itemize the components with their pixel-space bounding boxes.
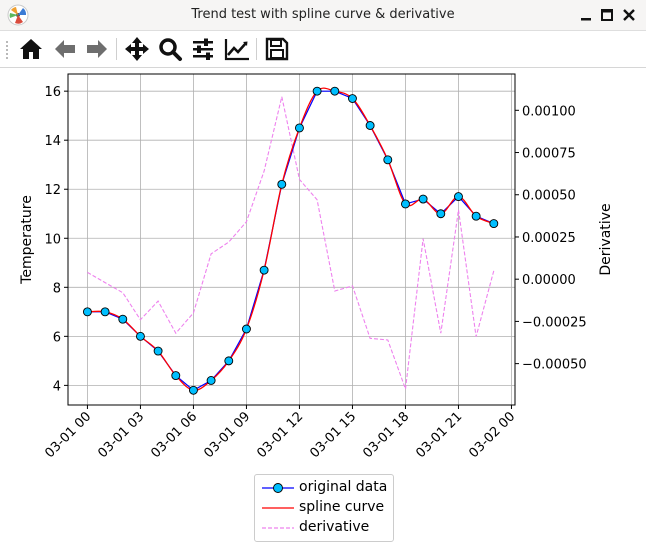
x-tick-label: 03-01 03 [95,409,147,461]
close-icon [623,9,635,21]
data-point [259,265,269,275]
data-point [348,94,357,103]
y-tick-label: 14 [44,134,61,149]
data-point [312,86,322,96]
data-point [436,209,446,219]
data-point [82,307,92,317]
forward-arrow-icon[interactable] [84,36,110,62]
app-icon [7,4,29,26]
axes-frame [67,73,516,406]
y-tick-label: 10 [44,232,61,247]
close-button[interactable] [619,4,639,26]
data-point [277,179,287,189]
home-icon[interactable] [18,36,44,62]
minimize-button[interactable] [576,4,596,26]
data-point [418,194,428,204]
zoom-icon[interactable] [157,36,183,62]
plot-background [68,74,515,405]
edit-axis-icon[interactable] [224,36,250,62]
legend-label: original data [299,479,388,495]
x-tick-label: 03-02 00 [466,409,518,461]
toolbar [0,31,646,68]
y-tick-label: 4 [53,379,61,394]
title-bar: Trend test with spline curve & derivativ… [0,0,646,31]
legend-item-derivative: derivative [255,518,393,538]
minimize-icon [581,18,591,21]
x-tick-label: 03-01 18 [360,409,412,461]
x-tick-label: 03-01 21 [413,409,465,461]
configure-subplots-icon[interactable] [190,36,216,62]
data-point [471,211,481,221]
data-point [100,307,110,317]
legend-label: derivative [299,519,370,535]
data-point [241,324,251,334]
pan-icon[interactable] [124,36,150,62]
data-point [401,199,410,209]
data-point [295,123,304,133]
spline-curve-swatch [262,507,294,509]
x-tick-label: 03-01 06 [148,409,200,461]
save-icon[interactable] [264,36,290,62]
y-tick-label: 12 [44,183,61,198]
legend-item-original-data: original data [255,478,393,498]
y2-tick-label: −0.00025 [522,315,587,330]
y2-tick-label: 0.00025 [522,231,576,246]
derivative-line [87,96,495,390]
y2-tick-label: 0.00050 [522,189,576,204]
data-point [118,314,128,324]
data-point [224,356,234,366]
toolbar-separator [116,38,117,60]
toolbar-separator [256,38,257,60]
y-tick-label: 6 [53,330,61,345]
data-point [383,155,393,165]
maximize-icon [601,9,613,21]
y2-tick-label: 0.00100 [522,104,576,119]
x-tick-label: 03-01 09 [201,409,253,461]
back-arrow-icon[interactable] [52,36,78,62]
y2-tick-label: −0.00050 [522,358,587,373]
data-point [135,331,145,341]
legend: original data spline curve derivative [254,474,394,542]
toolbar-grip[interactable] [6,41,12,59]
data-point [171,371,181,381]
data-point [206,376,216,385]
data-point [330,86,340,96]
original-data-swatch [262,483,294,493]
x-tick-label: 03-01 12 [254,409,306,461]
window-title: Trend test with spline curve & derivativ… [191,7,455,22]
x-tick-label: 03-01 00 [42,409,94,461]
data-point [153,346,163,356]
data-point [489,219,499,229]
y2-axis-label: Derivative [598,203,614,275]
derivative-swatch [262,527,294,529]
maximize-button[interactable] [597,4,617,26]
legend-label: spline curve [299,499,385,515]
x-tick-label: 03-01 15 [307,409,359,461]
y2-tick-label: 0.00075 [522,147,576,162]
legend-item-spline-curve: spline curve [255,498,393,518]
chart-area: 4 6 8 10 12 14 16 −0.00050 −0.00025 0.00000 0.0002… [19,73,614,461]
data-point [365,121,375,130]
y-axis-label: Temperature [19,195,35,285]
y-tick-label: 8 [53,281,61,296]
data-point [188,385,198,395]
data-point [454,192,463,202]
y-tick-label: 16 [44,85,61,100]
y2-tick-label: 0.00000 [522,273,576,288]
